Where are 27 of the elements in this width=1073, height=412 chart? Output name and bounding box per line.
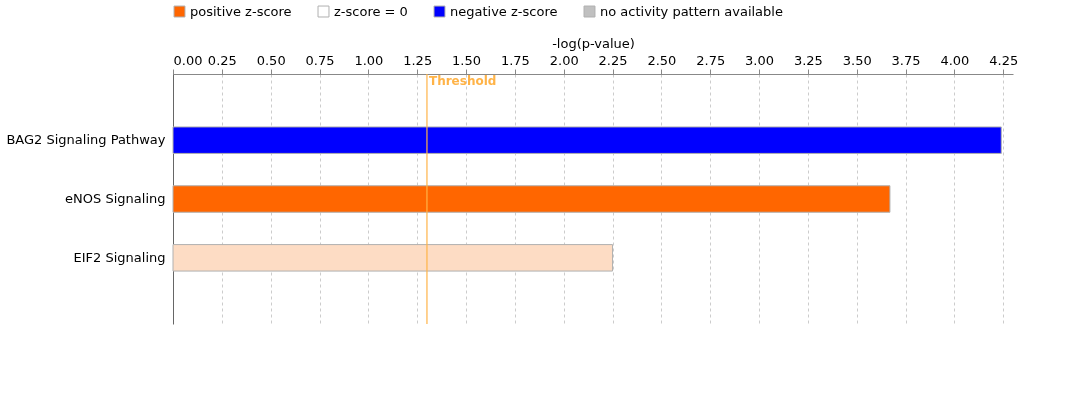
- y-tick-label: eNOS Signaling: [65, 191, 166, 206]
- y-tick-label: BAG2 Signaling Pathway: [6, 132, 166, 148]
- ref-line-label: Threshold: [428, 74, 497, 88]
- x-tick-label: 3.00: [745, 52, 775, 68]
- x-tick-label: 2.25: [598, 52, 628, 68]
- x-axis-title: -log(p-value): [552, 35, 635, 51]
- x-tick-label: 4.00: [940, 52, 970, 68]
- x-tick-label: 3.50: [842, 52, 872, 68]
- x-tick-label: 3.25: [793, 52, 823, 68]
- x-tick-label: 4.25: [989, 52, 1019, 68]
- x-tick-label: 3.75: [891, 52, 921, 68]
- legend-label: negative z-score: [450, 3, 558, 19]
- legend-label: no activity pattern available: [600, 3, 783, 19]
- x-tick-label: 0.25: [207, 52, 237, 68]
- x-tick-label: 1.00: [354, 52, 384, 68]
- y-tick-label: EIF2 Signaling: [73, 249, 166, 265]
- x-tick-label: 0.75: [305, 52, 335, 68]
- x-tick-label: 2.00: [549, 52, 579, 68]
- x-tick-label: 2.75: [696, 52, 726, 68]
- x-tick-label: 0.50: [256, 52, 286, 68]
- legend-label: z-score = 0: [334, 3, 408, 19]
- legend-label: positive z-score: [190, 3, 292, 19]
- x-tick-label: 1.25: [403, 52, 433, 68]
- x-tick-label: 0.00: [173, 52, 203, 68]
- x-tick-label: 1.75: [500, 52, 530, 68]
- x-tick-label: 2.50: [647, 52, 677, 68]
- x-tick-label: 1.50: [452, 52, 481, 68]
